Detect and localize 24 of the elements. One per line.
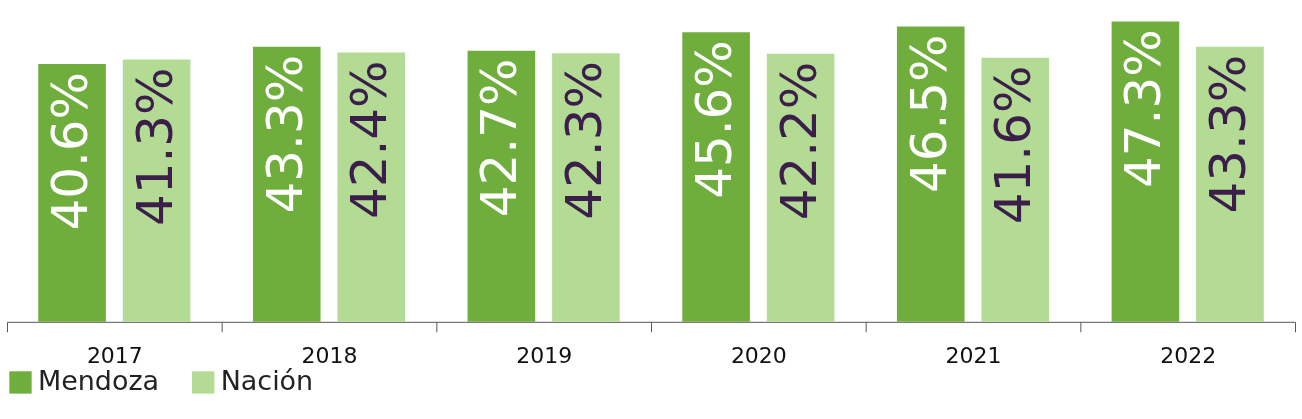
bar	[337, 52, 406, 322]
data-label: 40.6%	[41, 71, 100, 231]
data-label: 41.6%	[984, 65, 1043, 225]
x-tick-label: 2021	[945, 343, 1002, 369]
data-label: 42.3%	[554, 61, 613, 220]
data-label: 46.5%	[899, 34, 958, 194]
bar	[896, 26, 965, 322]
data-label: 42.2%	[769, 61, 828, 221]
data-label: 42.7%	[470, 58, 529, 218]
x-tick-label: 2020	[730, 343, 787, 369]
bar	[252, 46, 321, 322]
bar	[1196, 46, 1264, 322]
x-tick-label: 2019	[516, 343, 573, 369]
data-label: 41.3%	[125, 67, 184, 227]
bar	[1111, 21, 1180, 322]
data-label: 42.4%	[340, 60, 399, 220]
bar	[981, 57, 1050, 322]
bar	[552, 53, 620, 322]
data-label: 43.3%	[1198, 54, 1257, 214]
data-label: 47.3%	[1114, 29, 1173, 188]
bar	[682, 32, 750, 322]
x-tick-label: 2022	[1160, 343, 1217, 369]
data-label: 45.6%	[685, 40, 744, 199]
data-label: 43.3%	[255, 54, 314, 214]
